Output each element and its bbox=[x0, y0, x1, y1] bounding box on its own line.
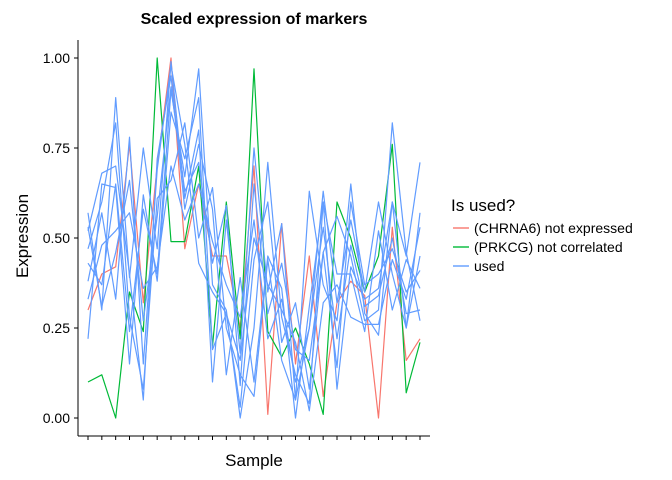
y-axis: 0.00 0.25 0.50 0.75 1.00 bbox=[43, 40, 79, 436]
series-line-1 bbox=[87, 57, 421, 419]
y-tick-label: 0.75 bbox=[43, 140, 70, 156]
series-line-3 bbox=[87, 60, 421, 401]
y-tick-label: 0.25 bbox=[43, 320, 70, 336]
y-tick-label: 1.00 bbox=[43, 50, 70, 66]
legend: Is used? (CHRNA6) not expressed (PRKCG) n… bbox=[451, 196, 633, 274]
y-tick-label: 0.50 bbox=[43, 230, 70, 246]
series-line-7 bbox=[87, 122, 421, 401]
chart-title: Scaled expression of markers bbox=[141, 11, 368, 28]
x-axis bbox=[78, 435, 430, 440]
series-line-4 bbox=[87, 96, 421, 408]
legend-label: (CHRNA6) not expressed bbox=[474, 220, 633, 236]
legend-label: (PRKCG) not correlated bbox=[474, 239, 623, 255]
series-line-5 bbox=[87, 75, 421, 419]
x-axis-title: Sample bbox=[225, 451, 283, 470]
legend-title: Is used? bbox=[451, 196, 515, 215]
series-line-8 bbox=[87, 64, 421, 412]
y-axis-title: Expression bbox=[13, 194, 32, 278]
plot-lines bbox=[87, 57, 421, 419]
series-line-6 bbox=[87, 68, 421, 419]
y-tick-label: 0.00 bbox=[43, 410, 70, 426]
series-line-10 bbox=[87, 165, 421, 383]
legend-label: used bbox=[474, 258, 504, 274]
series-line-9 bbox=[87, 86, 421, 387]
